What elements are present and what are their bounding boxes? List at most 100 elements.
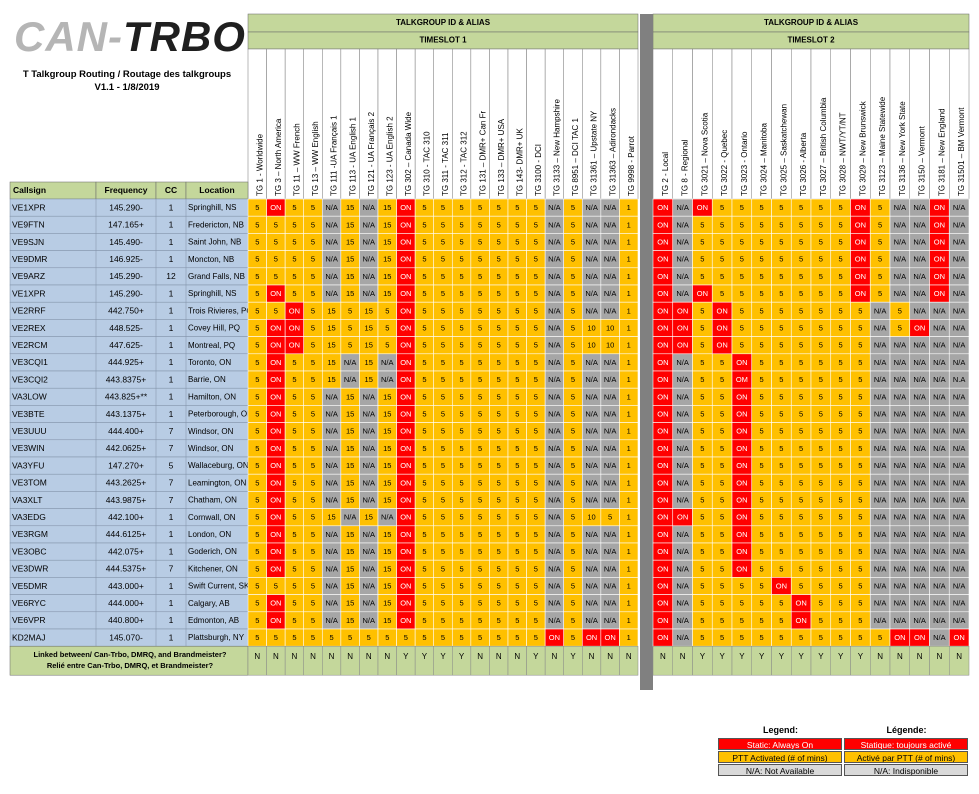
ts1-cell-value: N/A (362, 427, 375, 436)
ts2-cell-value: N/A (676, 220, 689, 229)
ts1-linked-value: N (347, 652, 353, 661)
ts2-cell-value: 5 (779, 633, 783, 642)
ts1-cell-value: 5 (459, 375, 463, 384)
ts1-cell-value: N/A (325, 237, 338, 246)
ts2-cell-value: ON (934, 272, 945, 281)
ts1-cell-value: N/A (604, 392, 617, 401)
ts2-cell-value: 5 (720, 237, 724, 246)
ts2-cell-value: N/A (894, 599, 907, 608)
ts2-cell-value: ON (657, 427, 668, 436)
ts2-cell-value: 5 (700, 495, 704, 504)
ts2-cell-value: 5 (700, 633, 704, 642)
ts2-cell-value: 5 (779, 547, 783, 556)
ts2-cell-value: N/A (874, 581, 887, 590)
ts2-cell-value: N/A (933, 616, 946, 625)
ts1-cell-value: N/A (362, 392, 375, 401)
ts1-cell-value: 5 (497, 495, 501, 504)
ts1-cell-value: N/A (604, 375, 617, 384)
ts1-talkgroup-header-label: TG 312 - TAC 312 (460, 131, 469, 196)
ts2-cell-value: N/A (953, 341, 966, 350)
frequency: 442.750+ (108, 306, 144, 316)
ts1-cell-value: ON (289, 323, 300, 332)
callsign: KD2MAJ (12, 632, 46, 642)
ts1-cell-value: N/A (604, 444, 617, 453)
frequency: 443.9875+ (106, 495, 146, 505)
subtitle-line1: T Talkgroup Routing / Routage des talkgr… (22, 69, 232, 80)
ts1-linked-value: N (329, 652, 335, 661)
ts2-cell-value: 5 (779, 237, 783, 246)
ts1-cell-value: 5 (292, 478, 296, 487)
ts2-cell-value: 5 (720, 427, 724, 436)
ts1-cell-value: ON (549, 633, 560, 642)
ts1-cell-value: 5 (534, 289, 538, 298)
frequency: 444.000+ (108, 598, 144, 608)
ts1-cell-value: 5 (478, 289, 482, 298)
ts1-linked-value: Y (422, 652, 428, 661)
ts1-talkgroup-header-label: TG 31363 – Adirondacks (608, 108, 617, 196)
ts2-cell-value: ON (657, 375, 668, 384)
ts1-cell-value: 5 (459, 358, 463, 367)
ts1-cell-value: 5 (571, 633, 575, 642)
ts2-cell-value: 5 (779, 495, 783, 504)
ts2-cell-value: 5 (799, 289, 803, 298)
ts2-cell-value: N/A (953, 323, 966, 332)
ts1-cell-value: 5 (478, 547, 482, 556)
ts1-cell-value: ON (289, 306, 300, 315)
ts1-cell-value: ON (400, 581, 411, 590)
ts1-cell-value: 15 (365, 358, 373, 367)
callsign: VE3CQI2 (12, 374, 48, 384)
ts1-cell-value: 5 (255, 495, 259, 504)
ts2-cell-value: ON (717, 341, 728, 350)
ts1-cell-value: N/A (362, 255, 375, 264)
ts1-cell-value: 5 (255, 599, 259, 608)
color-code: 1 (169, 392, 174, 402)
location: Toronto, ON (188, 358, 231, 367)
ts1-talkgroup-header-label: TG 123 - UA English 2 (385, 116, 394, 196)
ts1-cell-value: 5 (255, 289, 259, 298)
ts2-talkgroup-header-label: TG 3021 – Nova Scotia (700, 112, 709, 196)
ts2-cell-value: ON (934, 255, 945, 264)
ts2-linked-value: Y (798, 652, 804, 661)
ts1-cell-value: 5 (441, 255, 445, 264)
subtitle: T Talkgroup Routing / Routage des talkgr… (8, 68, 246, 94)
ts2-cell-value: N/A (894, 220, 907, 229)
color-code: 1 (169, 323, 174, 333)
ts2-cell-value: N/A (676, 633, 689, 642)
ts1-cell-value: 5 (478, 358, 482, 367)
ts2-cell-value: N/A (953, 444, 966, 453)
ts2-cell-value: 5 (799, 513, 803, 522)
ts1-cell-value: 5 (515, 495, 519, 504)
ts2-cell-value: 5 (839, 547, 843, 556)
location: Springhill, NS (188, 203, 236, 212)
ts2-cell-value: 5 (799, 203, 803, 212)
ts1-cell-value: 5 (534, 616, 538, 625)
location: Swift Current, SK (188, 582, 250, 591)
ts1-cell-value: 5 (255, 633, 259, 642)
ts1-cell-value: 5 (515, 564, 519, 573)
ts1-cell-value: N/A (381, 375, 394, 384)
ts2-cell-value: ON (736, 564, 747, 573)
ts1-cell-value: 5 (441, 599, 445, 608)
ts1-cell-value: 5 (478, 392, 482, 401)
ts2-cell-value: 5 (799, 444, 803, 453)
ts2-cell-value: 5 (839, 255, 843, 264)
color-code: 1 (169, 220, 174, 230)
ts1-cell-value: N/A (585, 409, 598, 418)
ts2-cell-value: 5 (858, 444, 862, 453)
ts1-cell-value: ON (270, 341, 281, 350)
ts2-cell-value: 5 (839, 530, 843, 539)
ts1-cell-value: 5 (311, 581, 315, 590)
ts1-cell-value: 5 (255, 461, 259, 470)
ts1-cell-value: 5 (348, 306, 352, 315)
ts2-cell-value: ON (657, 444, 668, 453)
ts1-cell-value: 5 (497, 358, 501, 367)
ts2-cell-value: 5 (760, 392, 764, 401)
ts1-cell-value: N/A (325, 427, 338, 436)
ts2-linked-value: Y (858, 652, 864, 661)
ts2-cell-value: N/A (913, 530, 926, 539)
ts2-cell-value: 5 (839, 237, 843, 246)
ts1-talkgroup-header-label: TG 11 – WW French (293, 123, 302, 196)
frequency: 442.100+ (108, 512, 144, 522)
callsign: VE1XPR (12, 288, 46, 298)
ts1-cell-value: 5 (441, 530, 445, 539)
